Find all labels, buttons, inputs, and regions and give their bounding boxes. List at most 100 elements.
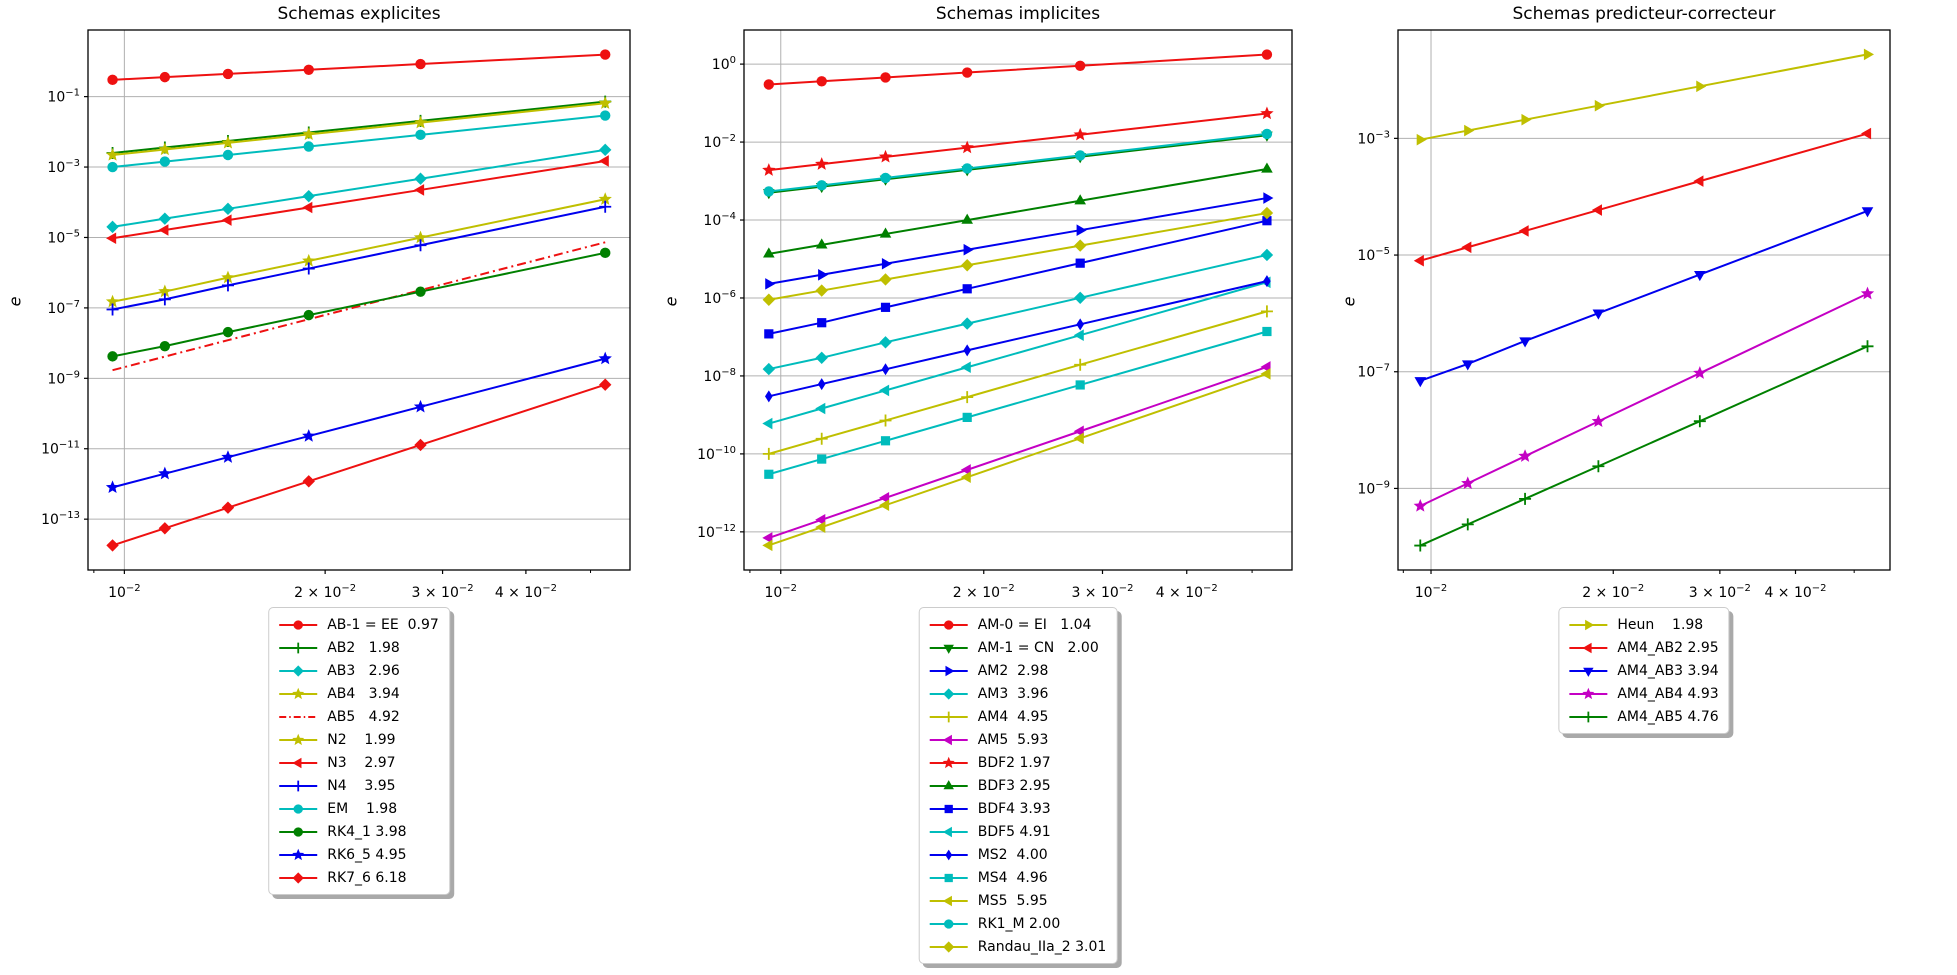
series-Heun bbox=[1416, 48, 1874, 146]
legend-item-label: AB3 2.96 bbox=[327, 662, 400, 679]
axes-frame bbox=[87, 29, 631, 571]
series-line bbox=[1419, 345, 1868, 547]
series-AM4 bbox=[762, 305, 1273, 460]
legend-item: AM5 5.93 bbox=[928, 728, 1107, 751]
legend-item: AB4 3.94 bbox=[277, 682, 439, 705]
tick-label: 10−9 bbox=[47, 369, 80, 387]
legend-item-label: AB-1 = EE 0.97 bbox=[327, 616, 439, 633]
tri_down-marker bbox=[1583, 667, 1594, 677]
plus-marker bbox=[221, 279, 234, 292]
series-line bbox=[112, 114, 606, 169]
circle-marker bbox=[303, 309, 314, 321]
legend-item-label: RK6_5 4.95 bbox=[327, 846, 407, 863]
star-marker bbox=[1693, 366, 1707, 379]
series-line bbox=[768, 280, 1268, 398]
diamond-marker bbox=[815, 284, 828, 297]
series-N2 bbox=[105, 96, 612, 161]
tri_right-marker bbox=[1863, 48, 1874, 61]
star-marker bbox=[942, 756, 955, 768]
tri_right-marker bbox=[1263, 192, 1274, 204]
series-line bbox=[768, 253, 1268, 371]
series-line bbox=[112, 159, 606, 240]
star-marker bbox=[1260, 106, 1274, 120]
legend-item: BDF5 4.91 bbox=[928, 820, 1107, 843]
star-marker bbox=[960, 140, 974, 154]
chart-1: 100 10−2 10−4 10−6 10−8 10−10 10−12 10−2 2 × 10−… bbox=[697, 29, 1293, 601]
circle-marker bbox=[415, 286, 426, 297]
diamond-marker bbox=[599, 143, 612, 157]
tick-label: 10−3 bbox=[47, 158, 80, 176]
legend-item: AM4_AB2 2.95 bbox=[1567, 636, 1719, 659]
plus-marker bbox=[1582, 711, 1594, 722]
series-AM-0 = EI bbox=[763, 49, 1273, 90]
legend-item-label: AM4_AB3 3.94 bbox=[1617, 662, 1719, 679]
legend-predicteur: Heun 1.98 AM4_AB2 2.95 AM4_AB3 3.94 AM4_AB4… bbox=[1558, 607, 1730, 734]
circle-marker bbox=[107, 161, 118, 173]
series-line bbox=[768, 281, 1268, 425]
tri_up-marker bbox=[815, 238, 828, 249]
legend-item-label: AM4_AB2 2.95 bbox=[1617, 639, 1719, 656]
legend-item: AM4_AB5 4.76 bbox=[1567, 705, 1719, 728]
series-line bbox=[112, 205, 606, 311]
star-marker bbox=[413, 230, 428, 244]
thin_diamond-marker bbox=[1076, 318, 1084, 331]
star-marker bbox=[762, 163, 776, 176]
diamond-marker bbox=[1260, 248, 1274, 262]
plus-marker bbox=[302, 262, 315, 275]
diamond-marker bbox=[1260, 206, 1274, 220]
legend-item: AB2 1.98 bbox=[277, 636, 439, 659]
series-line bbox=[1420, 53, 1868, 141]
legend-item: AM4_AB4 4.93 bbox=[1567, 682, 1719, 705]
series-line bbox=[1419, 209, 1868, 382]
series-line bbox=[112, 383, 606, 547]
tick-label: 10−13 bbox=[41, 510, 80, 528]
plus-marker bbox=[1592, 460, 1605, 473]
diamond-marker bbox=[106, 220, 119, 234]
square-marker bbox=[1262, 216, 1272, 226]
series-line bbox=[112, 198, 606, 303]
tri_left-marker bbox=[1260, 368, 1271, 380]
star-marker bbox=[221, 450, 235, 463]
star-marker bbox=[302, 429, 316, 442]
diamond-marker bbox=[1073, 239, 1087, 252]
plus-marker bbox=[1414, 539, 1427, 552]
series-line bbox=[112, 357, 606, 489]
tri_down-marker bbox=[1461, 360, 1474, 371]
tick-label: 4 × 10−2 bbox=[495, 583, 557, 601]
square-marker bbox=[1075, 258, 1085, 268]
axes-frame bbox=[1397, 29, 1891, 571]
plus-marker bbox=[879, 414, 892, 427]
tri_left-marker bbox=[414, 184, 425, 196]
diamond-marker bbox=[158, 212, 172, 225]
tri_right-marker bbox=[765, 278, 776, 290]
thin_diamond-marker bbox=[817, 378, 826, 391]
circle-marker bbox=[159, 71, 171, 83]
legend-item: AM3 3.96 bbox=[928, 682, 1107, 705]
circle-marker bbox=[107, 351, 118, 362]
tick-label: 10−5 bbox=[47, 228, 80, 246]
diamond-marker bbox=[106, 539, 119, 552]
star-marker bbox=[158, 284, 172, 298]
legend-item-label: AM4_AB5 4.76 bbox=[1617, 708, 1719, 725]
star-marker bbox=[598, 351, 612, 365]
series-BDF5 bbox=[762, 276, 1271, 430]
circle-marker bbox=[763, 79, 775, 90]
legend-item: BDF3 2.95 bbox=[928, 774, 1107, 797]
star-marker bbox=[413, 115, 428, 129]
series-MS4 bbox=[764, 326, 1272, 479]
legend-marker-sample bbox=[929, 895, 968, 906]
series-N4 bbox=[106, 200, 612, 316]
series-AB2 bbox=[106, 95, 612, 160]
diamond-marker bbox=[414, 438, 427, 452]
legend-item-label: AM-1 = CN 2.00 bbox=[977, 639, 1099, 656]
legend-marker-sample bbox=[929, 918, 968, 929]
tri_right-marker bbox=[963, 243, 974, 256]
circle-marker bbox=[415, 129, 426, 141]
legend-marker-sample bbox=[279, 826, 318, 837]
circle-marker bbox=[1261, 128, 1273, 140]
tri_left-marker bbox=[960, 464, 971, 476]
legend-item: RK1_M 2.00 bbox=[928, 912, 1107, 935]
square-marker bbox=[944, 804, 953, 813]
legend-item-label: N4 3.95 bbox=[327, 777, 396, 794]
